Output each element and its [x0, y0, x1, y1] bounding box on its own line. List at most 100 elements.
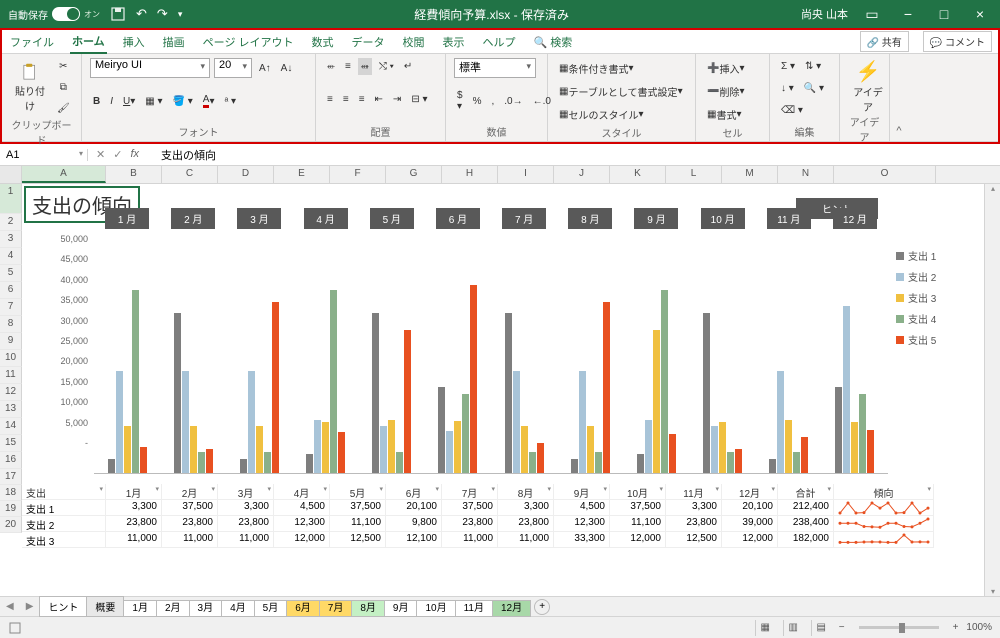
sheet-tab-month-10[interactable]: 10月: [416, 600, 455, 617]
tab-page-layout[interactable]: ページ レイアウト: [201, 31, 296, 53]
undo-icon[interactable]: ↶: [136, 6, 147, 22]
cancel-icon[interactable]: ✕: [96, 148, 105, 161]
sheet-tab-month-7[interactable]: 7月: [319, 600, 353, 617]
column-header-i[interactable]: I: [498, 166, 554, 183]
wrap-text-icon[interactable]: ↵: [401, 58, 415, 75]
save-icon[interactable]: [110, 6, 126, 22]
column-header-l[interactable]: L: [666, 166, 722, 183]
row-header-1[interactable]: 1: [0, 184, 22, 214]
table-cell[interactable]: 12,500: [330, 532, 386, 548]
table-cell[interactable]: 4,500: [274, 500, 330, 516]
merge-icon[interactable]: ⊟ ▾: [408, 91, 430, 108]
tab-formulas[interactable]: 数式: [310, 31, 336, 53]
align-top-icon[interactable]: ⬴: [324, 58, 338, 75]
table-cell[interactable]: 4,500: [554, 500, 610, 516]
table-cell[interactable]: 3月: [218, 484, 274, 500]
table-cell[interactable]: 8月: [498, 484, 554, 500]
table-cell[interactable]: 12,000: [722, 532, 778, 548]
table-cell[interactable]: 合計: [778, 484, 834, 500]
column-header-h[interactable]: H: [442, 166, 498, 183]
format-as-table-button[interactable]: ▦ テーブルとして書式設定 ▾: [556, 81, 687, 102]
row-header-6[interactable]: 6: [0, 282, 22, 299]
column-header-e[interactable]: E: [274, 166, 330, 183]
sheet-nav-next[interactable]: ▶: [20, 601, 40, 612]
autosum-icon[interactable]: Σ ▾: [778, 58, 798, 75]
row-header-5[interactable]: 5: [0, 265, 22, 282]
table-cell[interactable]: 支出: [22, 484, 106, 500]
table-cell[interactable]: 12,500: [666, 532, 722, 548]
table-cell[interactable]: 11,000: [218, 532, 274, 548]
table-cell[interactable]: 12,000: [274, 532, 330, 548]
sheet-tab-month-8[interactable]: 8月: [351, 600, 385, 617]
table-cell[interactable]: 20,100: [386, 500, 442, 516]
zoom-level[interactable]: 100%: [966, 622, 992, 633]
accounting-format-icon[interactable]: $ ▾: [454, 87, 466, 115]
row-header-4[interactable]: 4: [0, 248, 22, 265]
align-bottom-icon[interactable]: ⬵: [358, 58, 372, 75]
collapse-ribbon-icon[interactable]: ^: [890, 54, 908, 141]
redo-icon[interactable]: ↷: [157, 6, 168, 22]
number-format-select[interactable]: 標準: [454, 58, 536, 78]
row-header-15[interactable]: 15: [0, 435, 22, 452]
row-header-8[interactable]: 8: [0, 316, 22, 333]
sort-filter-icon[interactable]: ⇅ ▾: [802, 58, 824, 75]
comment-button[interactable]: 💬 コメント: [923, 31, 992, 52]
column-header-j[interactable]: J: [554, 166, 610, 183]
table-cell[interactable]: 11,000: [162, 532, 218, 548]
paste-button[interactable]: 貼り付け: [10, 60, 50, 116]
column-header-n[interactable]: N: [778, 166, 834, 183]
column-header-b[interactable]: B: [106, 166, 162, 183]
row-header-2[interactable]: 2: [0, 214, 22, 231]
table-cell[interactable]: 1月: [106, 484, 162, 500]
border-button[interactable]: ▦ ▾: [142, 93, 165, 110]
sheet-tab-month-1[interactable]: 1月: [123, 600, 157, 617]
row-header-3[interactable]: 3: [0, 231, 22, 248]
toggle-switch[interactable]: [52, 7, 80, 21]
row-header-11[interactable]: 11: [0, 367, 22, 384]
add-sheet-button[interactable]: +: [534, 599, 550, 615]
table-cell[interactable]: 12,100: [386, 532, 442, 548]
row-header-17[interactable]: 17: [0, 469, 22, 485]
table-cell[interactable]: 支出 2: [22, 516, 106, 532]
sheet-tab-hint[interactable]: ヒント: [39, 596, 87, 617]
italic-button[interactable]: I: [107, 93, 116, 110]
fx-icon[interactable]: fx: [130, 148, 139, 161]
table-cell[interactable]: 20,100: [722, 500, 778, 516]
close-button[interactable]: ×: [968, 6, 992, 22]
row-header-7[interactable]: 7: [0, 299, 22, 316]
table-cell[interactable]: 37,500: [442, 500, 498, 516]
insert-cells-button[interactable]: ➕ 挿入 ▾: [704, 58, 761, 79]
table-cell[interactable]: 12,300: [274, 516, 330, 532]
sheet-tab-month-11[interactable]: 11月: [455, 600, 493, 617]
table-cell[interactable]: 11,100: [610, 516, 666, 532]
format-painter-icon[interactable]: 🖌: [54, 100, 73, 117]
table-cell[interactable]: 11,100: [330, 516, 386, 532]
delete-cells-button[interactable]: ➖ 削除 ▾: [704, 81, 761, 102]
fill-icon[interactable]: ↓ ▾: [778, 80, 797, 97]
sheet-tab-month-6[interactable]: 6月: [286, 600, 320, 617]
tab-help[interactable]: ヘルプ: [481, 31, 518, 53]
name-box[interactable]: A1: [0, 149, 88, 161]
share-button[interactable]: 🔗 共有: [860, 31, 909, 52]
table-cell[interactable]: 3,300: [106, 500, 162, 516]
table-cell[interactable]: 支出 1: [22, 500, 106, 516]
cell-styles-button[interactable]: ▦ セルのスタイル ▾: [556, 104, 687, 125]
row-header-20[interactable]: 20: [0, 517, 22, 533]
underline-button[interactable]: U ▾: [120, 93, 138, 110]
find-icon[interactable]: 🔍 ▾: [801, 80, 827, 97]
align-right-icon[interactable]: ≡: [356, 91, 368, 108]
table-cell[interactable]: 238,400: [778, 516, 834, 532]
page-break-view-icon[interactable]: ▤: [811, 620, 831, 636]
increase-decimal-icon[interactable]: .0→: [501, 93, 525, 110]
zoom-in-button[interactable]: +: [953, 622, 959, 633]
column-header-c[interactable]: C: [162, 166, 218, 183]
zoom-slider[interactable]: [859, 626, 939, 629]
sheet-tab-month-12[interactable]: 12月: [492, 600, 531, 617]
table-cell[interactable]: 23,800: [498, 516, 554, 532]
row-header-16[interactable]: 16: [0, 452, 22, 469]
tab-insert[interactable]: 挿入: [121, 31, 147, 53]
fill-color-button[interactable]: 🪣 ▾: [170, 93, 196, 110]
align-center-icon[interactable]: ≡: [340, 91, 352, 108]
percent-icon[interactable]: %: [470, 93, 485, 110]
table-cell[interactable]: 39,000: [722, 516, 778, 532]
